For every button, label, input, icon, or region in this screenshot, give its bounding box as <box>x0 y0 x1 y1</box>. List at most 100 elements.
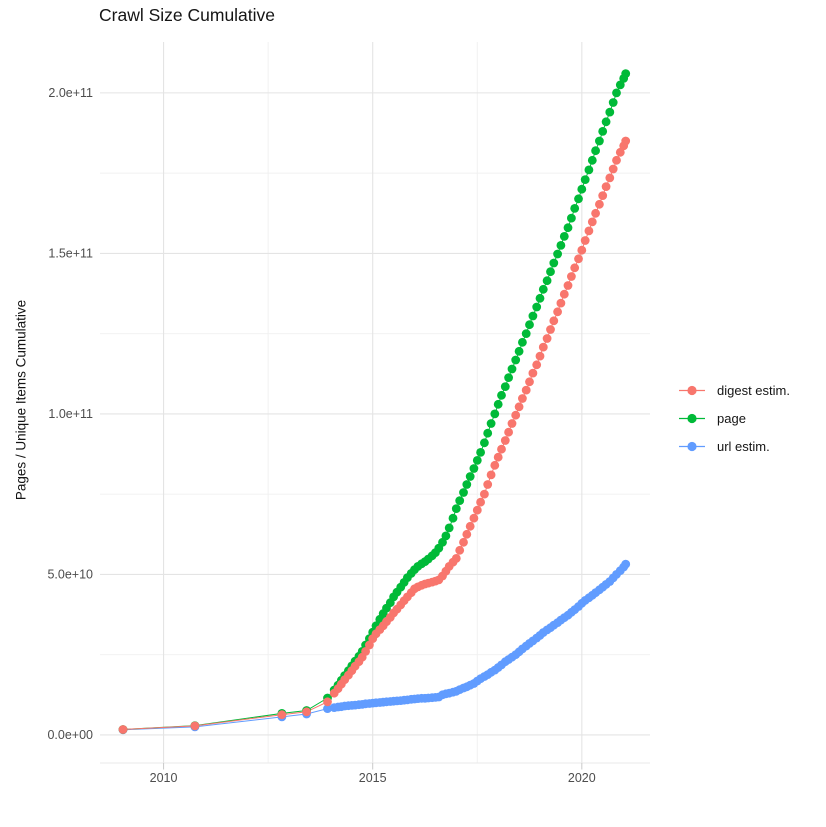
data-point <box>591 208 600 218</box>
data-point <box>563 223 573 233</box>
data-point <box>361 647 370 656</box>
data-point <box>462 480 472 489</box>
data-point <box>556 298 566 308</box>
data-point <box>490 409 500 419</box>
data-point <box>621 136 631 146</box>
y-tick-label: 1.5e+11 <box>48 247 93 261</box>
data-point <box>535 293 545 303</box>
legend: digest estim. page url estim. <box>677 381 790 456</box>
data-point <box>580 175 590 185</box>
data-point <box>480 438 489 448</box>
data-point <box>472 456 482 465</box>
data-point <box>483 428 493 438</box>
data-point <box>514 346 524 356</box>
data-point <box>591 146 600 156</box>
data-point <box>542 276 552 286</box>
x-tick-label: 2020 <box>568 771 596 785</box>
grid-major <box>100 42 650 763</box>
data-point <box>598 191 608 201</box>
data-point <box>525 377 534 387</box>
data-point <box>605 107 615 117</box>
data-point <box>469 464 479 473</box>
data-point <box>574 194 583 204</box>
data-point <box>595 199 604 209</box>
data-point <box>459 537 468 547</box>
x-tick-label: 2010 <box>150 771 178 785</box>
data-point <box>605 173 615 183</box>
data-point <box>493 452 503 462</box>
data-point <box>549 316 559 326</box>
data-point <box>455 496 465 505</box>
data-point <box>621 69 631 78</box>
data-point <box>441 531 451 541</box>
data-point <box>532 360 542 370</box>
y-tick-label: 2.0e+11 <box>48 86 93 100</box>
legend-label: digest estim. <box>717 383 790 398</box>
data-point <box>577 245 587 255</box>
data-point <box>584 165 594 175</box>
data-point <box>493 399 503 409</box>
data-point <box>587 155 597 165</box>
data-point <box>528 311 538 321</box>
data-point <box>459 488 468 497</box>
data-point <box>490 460 500 470</box>
data-point <box>480 489 489 499</box>
data-point <box>497 444 506 454</box>
data-point <box>448 513 458 523</box>
data-point <box>451 504 461 513</box>
data-point <box>559 232 569 241</box>
legend-key-icon <box>679 441 705 452</box>
data-point <box>323 697 332 707</box>
x-axis-ticks <box>163 763 583 770</box>
data-point <box>462 529 472 539</box>
data-point <box>190 721 200 731</box>
data-point <box>507 419 517 428</box>
series-points-digest-estim- <box>118 136 631 734</box>
data-point <box>553 249 562 259</box>
data-point <box>507 364 517 374</box>
data-point <box>465 521 475 531</box>
grid-minor <box>100 42 650 763</box>
legend-key-icon <box>679 413 705 424</box>
data-point <box>559 289 569 299</box>
data-point <box>621 559 631 569</box>
data-point <box>118 725 128 734</box>
data-point <box>486 419 496 428</box>
data-point <box>525 320 534 330</box>
y-tick-label: 5.0e+10 <box>47 568 93 582</box>
data-point <box>587 217 597 227</box>
data-point <box>500 436 510 445</box>
data-point <box>570 263 580 273</box>
data-point <box>518 337 527 347</box>
data-point <box>521 385 531 395</box>
data-point <box>504 373 513 382</box>
data-point <box>514 402 524 412</box>
data-point <box>601 182 611 192</box>
data-point <box>598 126 608 136</box>
data-point <box>532 302 542 312</box>
data-point <box>608 98 618 107</box>
legend-item-digest-estim-: digest estim. <box>677 381 790 400</box>
data-point <box>570 204 580 213</box>
data-point <box>584 226 594 236</box>
x-tick-label: 2015 <box>359 771 387 785</box>
x-tick-labels: 2010 2015 2020 <box>150 771 596 785</box>
data-point <box>615 147 625 157</box>
data-point <box>608 164 618 174</box>
data-point <box>511 410 521 420</box>
data-point <box>595 136 604 146</box>
data-point <box>542 334 552 343</box>
data-point <box>472 505 482 515</box>
data-point <box>574 254 583 264</box>
data-point <box>601 117 611 127</box>
data-point <box>535 351 545 361</box>
data-point <box>577 184 587 194</box>
data-point <box>504 427 513 437</box>
legend-label: url estim. <box>717 439 770 454</box>
data-point <box>563 281 573 290</box>
data-point <box>546 325 555 334</box>
legend-label: page <box>717 411 746 426</box>
legend-item-page: page <box>677 409 790 428</box>
